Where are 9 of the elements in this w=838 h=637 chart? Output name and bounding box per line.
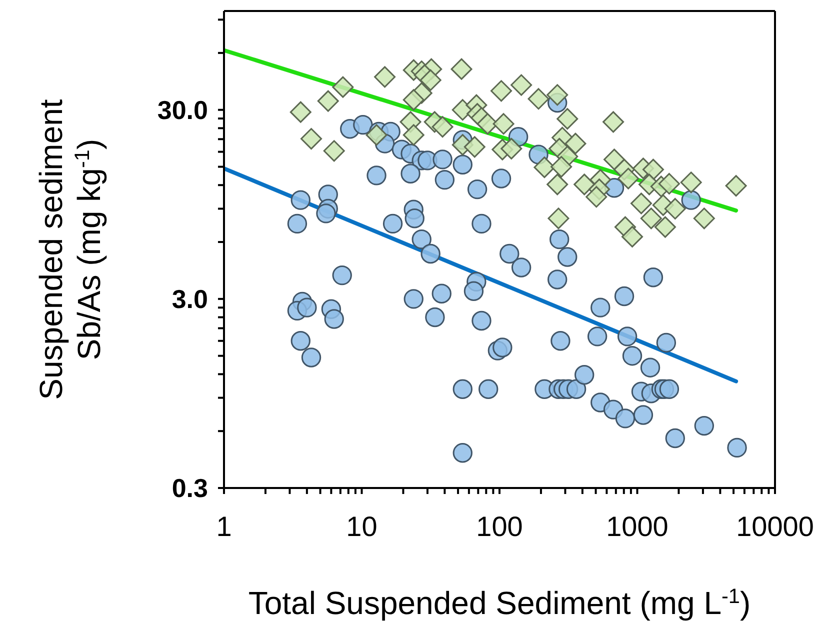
y-tick-label: 3.0 — [172, 284, 208, 314]
x-tick-label: 1000 — [606, 510, 668, 542]
x-axis-title: Total Suspended Sediment (mg L$^{-1}$) — [248, 584, 751, 622]
y-tick-label: 0.3 — [172, 473, 208, 504]
y-tick-label: 30.0 — [157, 95, 208, 126]
x-tick-label: 1 — [216, 510, 232, 542]
x-tick-label: 100 — [476, 510, 523, 542]
x-tick-label: 10 — [346, 510, 378, 542]
x-tick-label: 10000 — [736, 510, 814, 542]
